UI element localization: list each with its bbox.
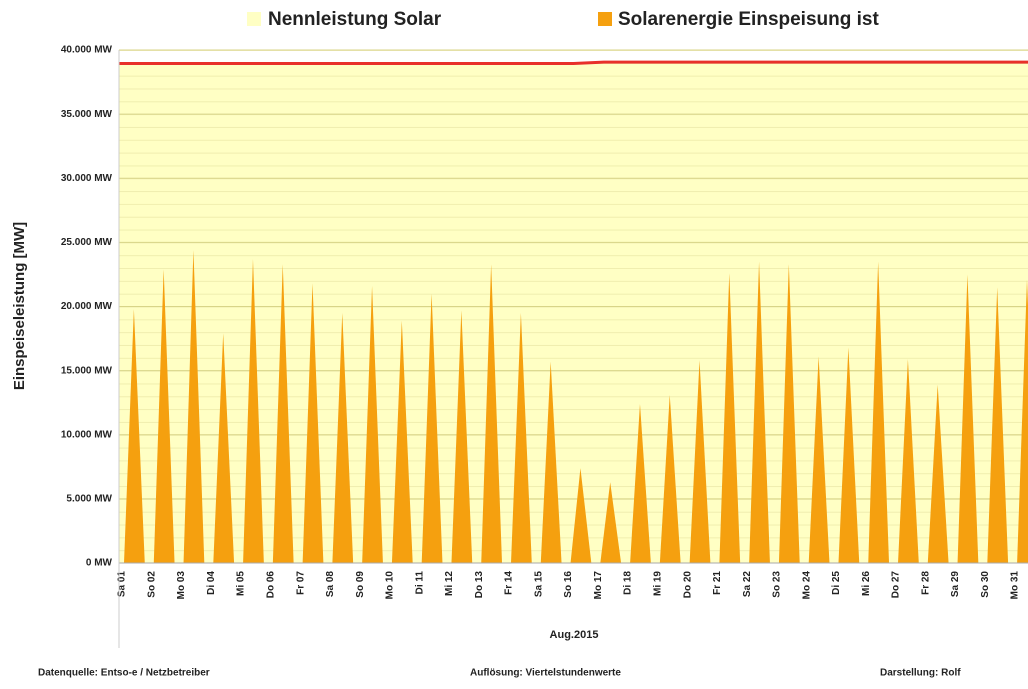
daily-peak xyxy=(421,293,443,563)
daily-peak xyxy=(778,264,800,563)
daily-peak xyxy=(719,273,741,563)
x-tick-label: So 30 xyxy=(980,571,991,598)
y-tick-label: 25.000 MW xyxy=(61,237,113,248)
y-tick-label: 20.000 MW xyxy=(61,301,113,312)
legend-swatch xyxy=(247,12,261,26)
x-tick-label: Fr 07 xyxy=(295,571,306,595)
y-tick-label: 5.000 MW xyxy=(66,494,112,505)
daily-peak xyxy=(898,359,919,563)
daily-peak xyxy=(927,384,949,563)
x-tick-label: Mi 12 xyxy=(444,571,455,596)
daily-peak xyxy=(689,360,711,563)
footer-text: Darstellung: Rolf xyxy=(880,668,961,679)
x-tick-label: So 02 xyxy=(146,571,157,598)
x-tick-label: Mi 05 xyxy=(236,571,247,596)
x-tick-label: Mi 19 xyxy=(653,571,664,596)
x-tick-label: So 23 xyxy=(772,571,783,598)
x-tick-label: Sa 15 xyxy=(533,571,544,598)
daily-peak xyxy=(630,403,651,563)
x-tick-label: Di 04 xyxy=(206,571,217,595)
daily-peak xyxy=(243,259,264,563)
axes: 0 MW 5.000 MW 10.000 MW 15.000 MW 20.000 MW 2… xyxy=(61,45,1028,648)
x-tick-label: Do 20 xyxy=(682,571,693,599)
daily-peak xyxy=(540,361,562,563)
x-tick-label: Fr 21 xyxy=(712,571,723,595)
plot-area xyxy=(119,49,1028,564)
x-tick-label: Mo 10 xyxy=(385,571,396,600)
daily-peak xyxy=(868,261,890,563)
daily-peak xyxy=(272,264,294,563)
y-tick-label: 35.000 MW xyxy=(61,109,113,120)
daily-peak xyxy=(1017,279,1028,563)
capacity-line xyxy=(119,60,1028,65)
daily-peak xyxy=(153,269,175,563)
x-tick-label: Sa 01 xyxy=(117,571,128,598)
y-tick-label: 40.000 MW xyxy=(61,45,113,56)
daily-peak xyxy=(391,320,413,563)
legend-label: Solarenergie Einspeisung ist xyxy=(618,9,879,30)
daily-peak xyxy=(451,310,473,563)
footer-text: Datenquelle: Entso-e / Netzbetreiber xyxy=(38,668,210,679)
x-axis-label: Aug.2015 xyxy=(550,629,599,641)
daily-peak xyxy=(808,356,830,563)
x-tick-label: Mi 26 xyxy=(861,571,872,596)
y-tick-label: 30.000 MW xyxy=(61,173,113,184)
x-tick-label: Di 18 xyxy=(623,571,634,595)
x-tick-label: Sa 22 xyxy=(742,571,753,598)
x-tick-label: Di 11 xyxy=(414,571,425,595)
daily-peak xyxy=(987,287,1009,563)
x-tick-label: Mo 31 xyxy=(1010,571,1021,600)
x-tick-label: Fr 14 xyxy=(504,571,515,595)
daily-peak xyxy=(183,250,205,563)
daily-peak xyxy=(481,264,503,563)
daily-peak xyxy=(749,261,770,563)
x-tick-label: Sa 29 xyxy=(950,571,961,598)
x-tick-label: Do 06 xyxy=(265,571,276,599)
x-tick-label: Do 27 xyxy=(891,571,902,599)
x-tick-label: So 16 xyxy=(563,571,574,598)
y-tick-label: 0 MW xyxy=(86,558,113,569)
daily-peak xyxy=(511,312,532,563)
legend-label: Nennleistung Solar xyxy=(268,9,442,30)
daily-peak xyxy=(957,274,979,563)
x-tick-label: So 09 xyxy=(355,571,366,598)
daily-peak xyxy=(124,309,145,563)
y-tick-label: 10.000 MW xyxy=(61,429,113,440)
daily-peak xyxy=(600,482,622,563)
y-tick-label: 15.000 MW xyxy=(61,365,113,376)
daily-peak xyxy=(659,394,681,563)
x-tick-label: Mo 17 xyxy=(593,571,604,600)
x-tick-label: Di 25 xyxy=(831,571,842,595)
x-tick-label: Mo 24 xyxy=(801,571,812,600)
footer-text: Auflösung: Viertelstundenwerte xyxy=(470,668,621,679)
legend-swatch xyxy=(598,12,612,26)
x-tick-label: Do 13 xyxy=(474,571,485,599)
daily-peak xyxy=(302,283,324,563)
daily-peak xyxy=(213,333,235,563)
daily-peak xyxy=(362,285,383,563)
daily-peak xyxy=(838,347,860,563)
x-tick-label: Mo 03 xyxy=(176,571,187,600)
x-tick-label: Sa 08 xyxy=(325,571,336,598)
daily-peak xyxy=(570,468,592,563)
y-axis-label: Einspeiseleistung [MW] xyxy=(11,222,28,390)
x-tick-label: Fr 28 xyxy=(920,571,931,595)
daily-peak xyxy=(332,312,354,563)
